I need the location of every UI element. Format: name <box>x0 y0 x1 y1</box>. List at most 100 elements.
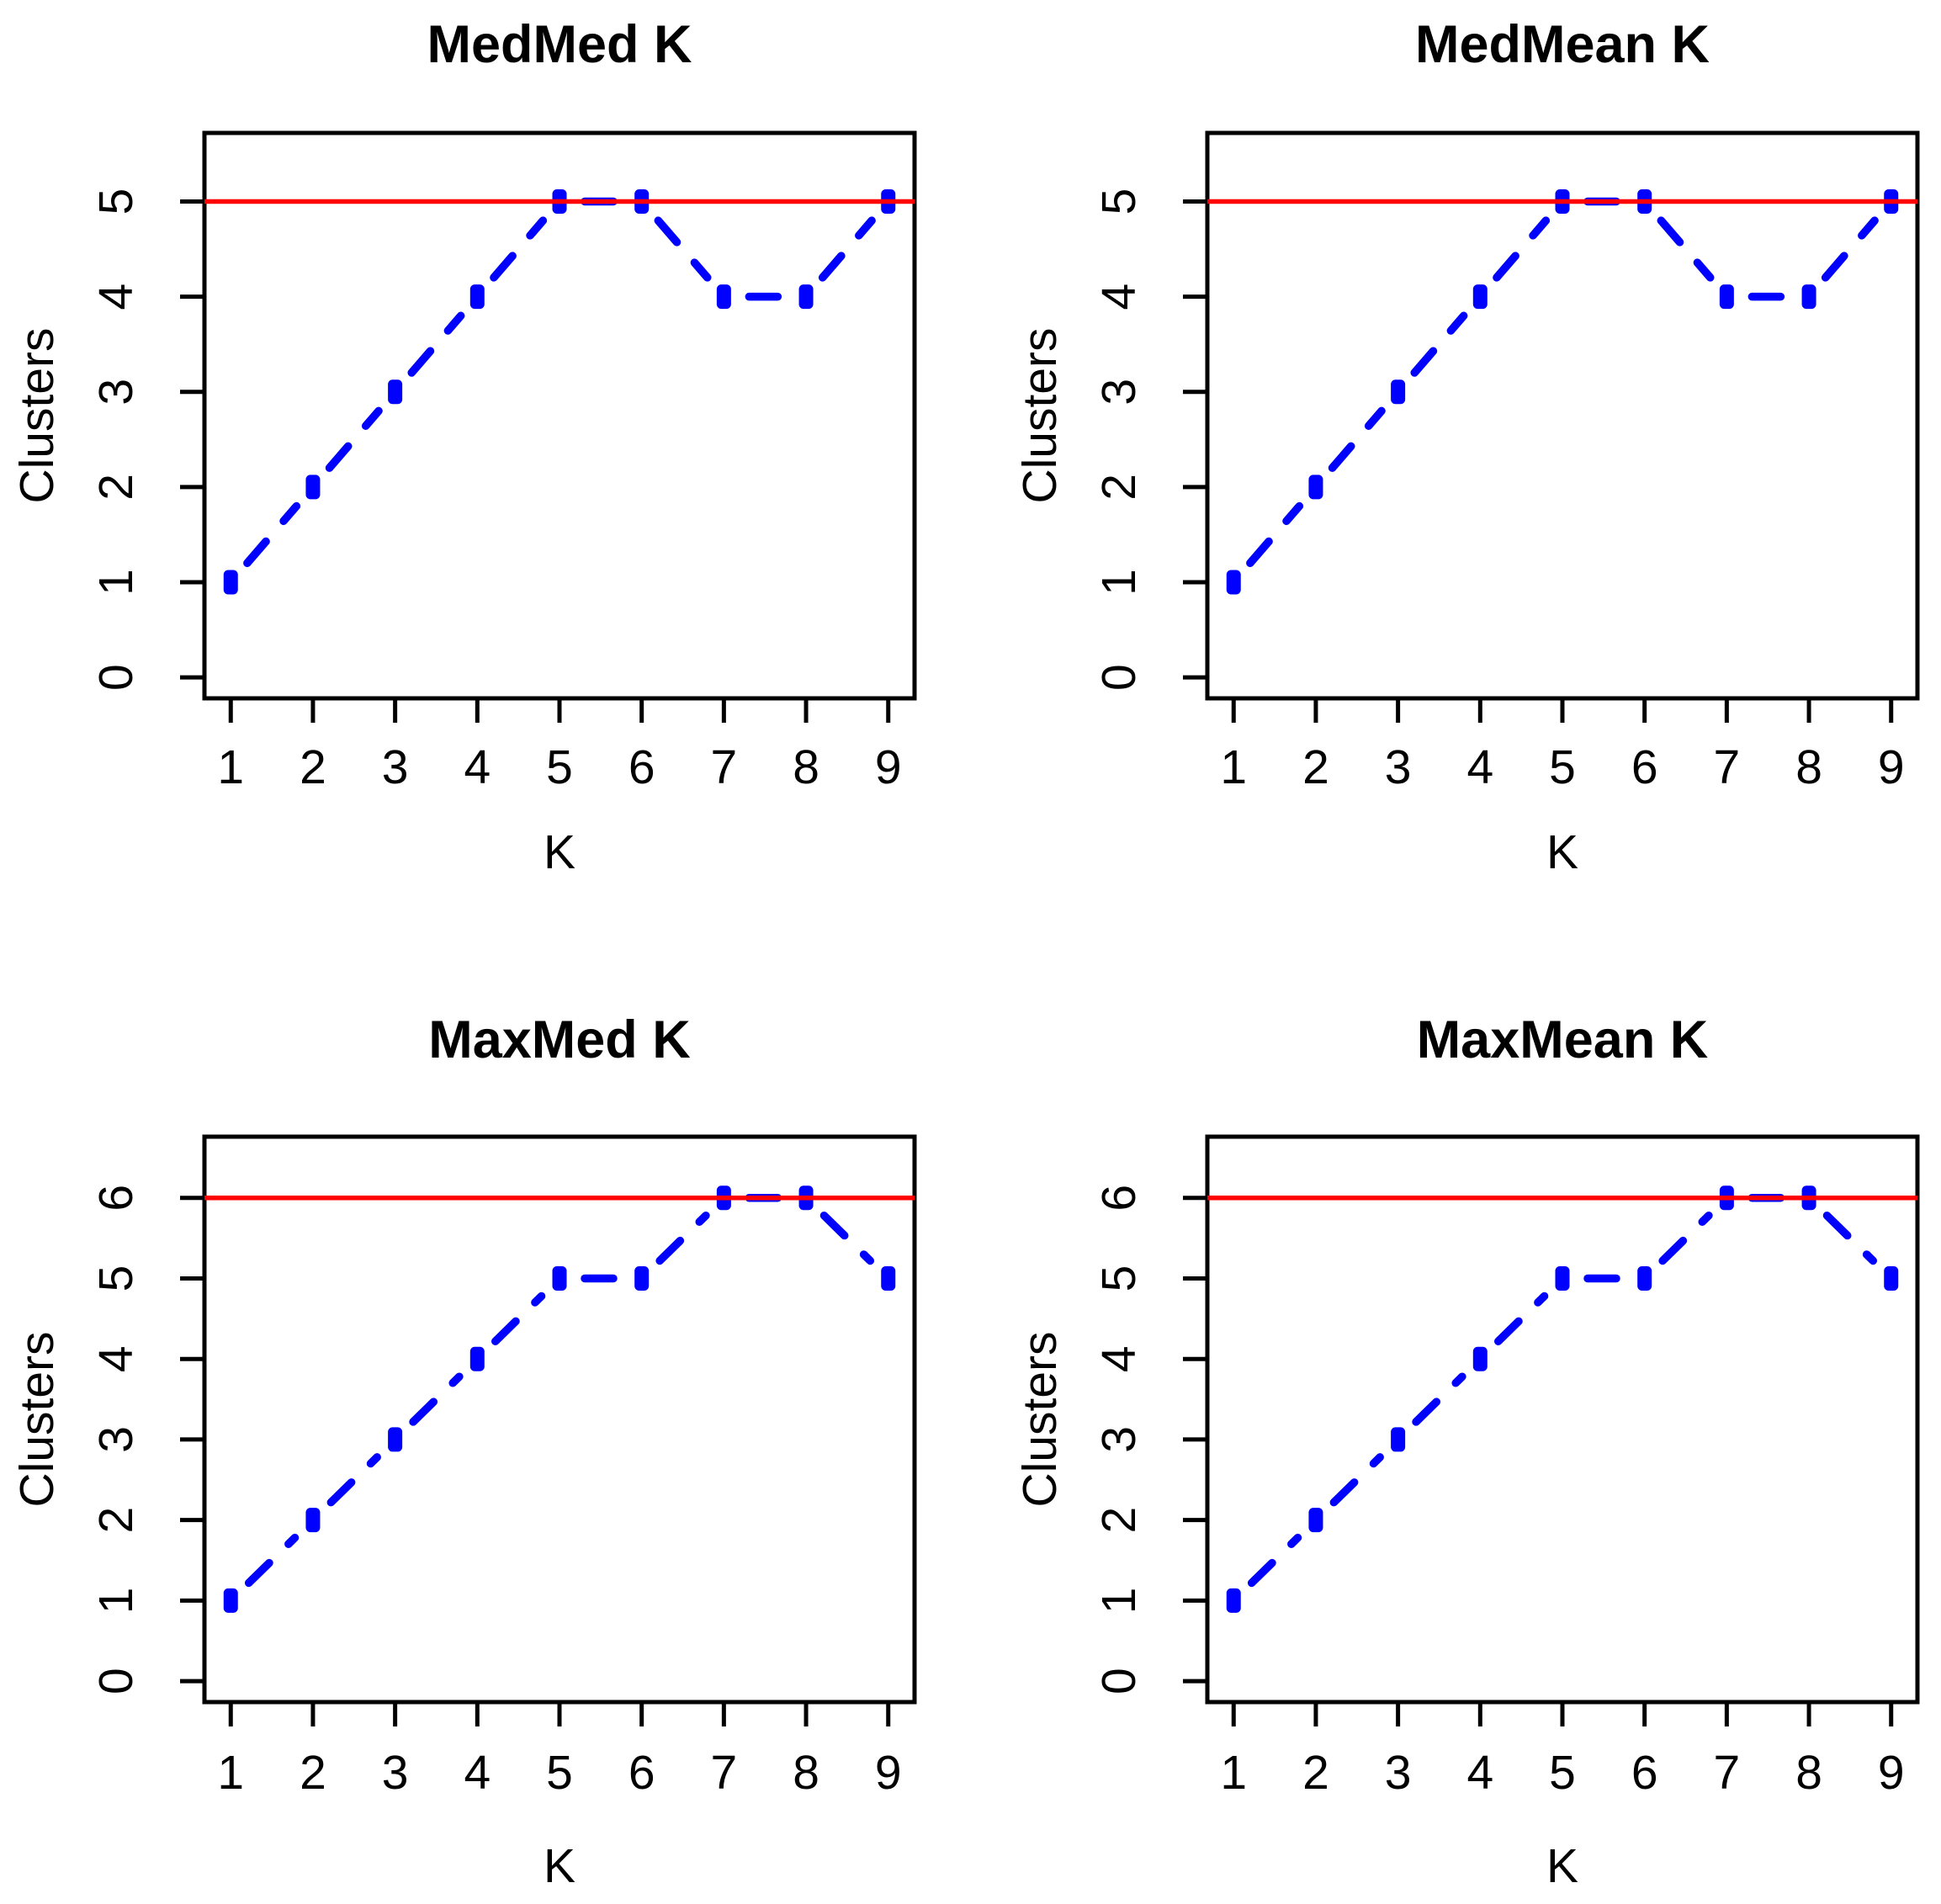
data-point-marker <box>1308 475 1323 500</box>
x-tick-label: 7 <box>1714 1746 1741 1800</box>
plot-box <box>202 130 917 701</box>
data-point-marker <box>469 1346 485 1371</box>
series-segment <box>1822 1211 1878 1265</box>
y-tick-label: 4 <box>89 284 143 310</box>
panel-maxmed-k: MaxMed K K Clusters 1 2 3 4 5 6 7 8 9 0 1 2 3 4 5 6 <box>10 1010 917 1893</box>
series-segment <box>243 501 301 568</box>
y-tick-label: 5 <box>1092 1265 1146 1292</box>
y-tick-label: 1 <box>1092 569 1146 596</box>
series-segment <box>409 1372 464 1426</box>
data-point-marker <box>388 1427 403 1452</box>
data-point-marker <box>716 284 731 310</box>
x-tick-label: 8 <box>793 1746 819 1800</box>
series-segment <box>655 1211 710 1265</box>
panel-medmed-k: MedMed K K Clusters 1 2 3 4 5 6 7 8 9 0 1 2 3 4 5 <box>10 15 917 879</box>
x-tick-label: 9 <box>875 1746 902 1800</box>
series-segment <box>325 406 383 472</box>
x-axis-label: K <box>544 1839 575 1893</box>
y-tick-label: 3 <box>89 379 143 406</box>
x-tick-label: 4 <box>464 740 491 794</box>
y-tick-label: 3 <box>1092 379 1146 406</box>
series-segment <box>1329 1453 1384 1507</box>
y-tick-label: 5 <box>1092 188 1146 215</box>
y-tick-label: 2 <box>89 474 143 501</box>
x-tick-label: 9 <box>1878 740 1905 794</box>
series-segment <box>1658 1211 1713 1265</box>
x-tick-label: 9 <box>1878 1746 1905 1800</box>
y-tick-label: 2 <box>1092 1507 1146 1534</box>
series-segment <box>1410 311 1468 377</box>
data-point-marker <box>1719 284 1734 310</box>
x-tick-label: 6 <box>628 740 655 794</box>
panel-title: MedMed K <box>427 15 692 74</box>
data-point-marker <box>881 1265 896 1291</box>
y-tick-label: 6 <box>89 1185 143 1212</box>
series-segment <box>819 1211 875 1265</box>
y-tick-label: 1 <box>1092 1588 1146 1615</box>
data-point-marker <box>1884 1265 1899 1291</box>
x-tick-label: 6 <box>1631 740 1658 794</box>
series-segment <box>407 311 465 377</box>
data-point-marker <box>223 1588 238 1613</box>
y-tick-label: 3 <box>1092 1426 1146 1453</box>
series-segment <box>1493 216 1551 282</box>
data-point-marker <box>634 1265 650 1291</box>
series-segment <box>1493 1291 1549 1345</box>
data-point-marker <box>305 1508 321 1533</box>
series-segment <box>490 216 548 282</box>
data-point-marker <box>798 284 814 310</box>
panel-title: MaxMean K <box>1417 1010 1709 1069</box>
x-tick-label: 3 <box>1385 1746 1412 1800</box>
y-tick-label: 0 <box>1092 664 1146 691</box>
plot-box <box>1205 130 1920 701</box>
series-segment <box>1246 501 1304 568</box>
y-tick-label: 6 <box>1092 1185 1146 1212</box>
x-tick-label: 8 <box>1795 740 1822 794</box>
x-tick-label: 5 <box>1549 1746 1576 1800</box>
data-point-marker <box>1472 1346 1488 1371</box>
x-tick-label: 8 <box>1795 1746 1822 1800</box>
series-segment <box>491 1291 546 1345</box>
x-tick-label: 1 <box>217 1746 244 1800</box>
x-tick-label: 7 <box>711 740 738 794</box>
data-point-marker <box>1391 379 1406 405</box>
x-tick-label: 4 <box>464 1746 491 1800</box>
data-point-marker <box>1472 284 1488 310</box>
y-tick-label: 4 <box>1092 284 1146 310</box>
series-segment <box>1328 406 1386 472</box>
y-tick-label: 3 <box>89 1426 143 1453</box>
y-axis-label: Clusters <box>10 1331 64 1507</box>
y-tick-label: 1 <box>89 1588 143 1615</box>
panel-title: MedMean K <box>1415 15 1710 74</box>
x-tick-label: 1 <box>1220 1746 1247 1800</box>
data-point-marker <box>223 570 238 595</box>
x-tick-label: 5 <box>1549 740 1576 794</box>
data-point-marker <box>388 379 403 405</box>
x-tick-label: 3 <box>382 740 409 794</box>
series-segment <box>244 1533 300 1588</box>
y-tick-label: 5 <box>89 1265 143 1292</box>
x-tick-label: 6 <box>1631 1746 1658 1800</box>
series-segment <box>1412 1372 1466 1426</box>
data-point-marker <box>1226 1588 1241 1613</box>
y-tick-label: 5 <box>89 188 143 215</box>
data-point-marker <box>305 475 321 500</box>
y-axis-label: Clusters <box>1013 327 1067 503</box>
y-tick-label: 2 <box>89 1507 143 1534</box>
x-axis-label: K <box>544 825 575 879</box>
data-point-marker <box>1801 284 1816 310</box>
series-segment <box>1821 216 1879 282</box>
y-tick-label: 0 <box>89 664 143 691</box>
panel-title: MaxMed K <box>428 1010 691 1069</box>
data-point-marker <box>1226 570 1241 595</box>
x-tick-label: 4 <box>1466 1746 1493 1800</box>
x-tick-label: 2 <box>300 740 326 794</box>
x-tick-label: 3 <box>382 1746 409 1800</box>
x-tick-label: 2 <box>1302 740 1329 794</box>
x-tick-label: 1 <box>217 740 244 794</box>
series-segment <box>1247 1533 1302 1588</box>
